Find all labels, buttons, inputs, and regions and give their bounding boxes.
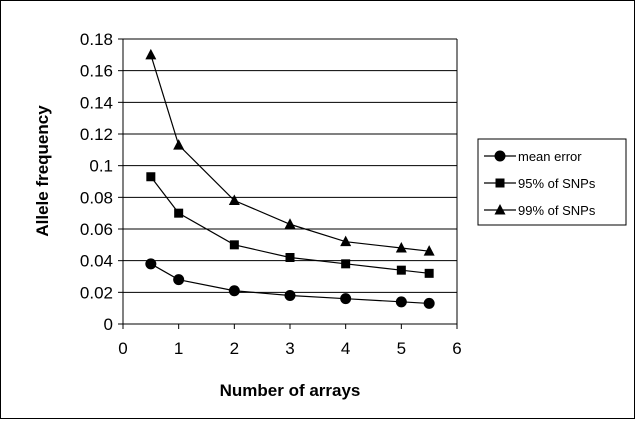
legend-marker-mean-error [494, 150, 506, 162]
y-tick-label: 0.18 [80, 30, 113, 49]
legend-label: mean error [518, 149, 582, 164]
legend-item-99-of-snps: 99% of SNPs [484, 203, 596, 218]
x-tick-label: 0 [118, 339, 127, 358]
data-point-mean-error [284, 290, 296, 301]
data-point-mean-error [395, 296, 407, 308]
x-tick-label: 6 [452, 339, 461, 358]
series-95-of-snps [146, 172, 434, 278]
x-axis-title: Number of arrays [220, 381, 361, 400]
data-point-99-of-snps [423, 245, 435, 256]
x-tick-label: 2 [230, 339, 239, 358]
data-point-99-of-snps [340, 235, 352, 247]
series-99-of-snps [145, 48, 435, 256]
y-tick-label: 0.08 [80, 188, 113, 207]
y-tick-label: 0.04 [80, 252, 113, 271]
legend-item-mean-error: mean error [484, 149, 582, 164]
data-point-95-of-snps [229, 240, 239, 250]
legend-marker-99-of-snps [494, 204, 506, 215]
data-point-mean-error [340, 293, 352, 305]
tick-labels: 0 0.02 0.04 0.06 0.08 0.1 0.12 0.14 0.16 0.18 0 1 2 3… [80, 30, 462, 358]
x-tick-label: 1 [174, 339, 183, 358]
axes [118, 38, 458, 329]
legend-label: 95% of SNPs [518, 176, 596, 191]
data-point-95-of-snps [341, 259, 351, 269]
x-tick-label: 4 [341, 339, 350, 358]
x-tick-label: 3 [285, 339, 294, 358]
data-point-95-of-snps [174, 208, 184, 218]
y-tick-label: 0.16 [80, 62, 113, 81]
data-point-95-of-snps [146, 172, 156, 182]
data-point-99-of-snps [395, 242, 407, 253]
y-tick-label: 0.06 [80, 220, 113, 239]
data-point-99-of-snps [228, 194, 240, 205]
y-axis-title: Allele frequency [33, 105, 52, 237]
legend: mean error 95% of SNPs 99% of SNPs [477, 138, 627, 226]
data-point-mean-error [423, 297, 435, 309]
legend-label: 99% of SNPs [518, 203, 596, 218]
y-tick-label: 0.14 [80, 93, 113, 112]
data-point-mean-error [173, 274, 185, 286]
y-tick-label: 0.02 [80, 283, 113, 302]
data-point-95-of-snps [424, 268, 434, 278]
series-mean-error [145, 258, 435, 309]
series [145, 48, 435, 309]
y-tick-label: 0.12 [80, 125, 113, 144]
x-tick-label: 5 [397, 339, 406, 358]
data-point-99-of-snps [173, 139, 185, 150]
data-point-99-of-snps [284, 218, 296, 229]
data-point-95-of-snps [396, 265, 406, 275]
data-point-95-of-snps [285, 253, 295, 262]
legend-marker-95-of-snps [495, 178, 505, 188]
y-tick-label: 0 [104, 315, 113, 334]
legend-item-95-of-snps: 95% of SNPs [484, 176, 596, 191]
y-tick-label: 0.1 [89, 157, 113, 176]
data-point-mean-error [228, 285, 240, 297]
data-point-99-of-snps [145, 48, 157, 60]
data-point-mean-error [145, 258, 157, 270]
